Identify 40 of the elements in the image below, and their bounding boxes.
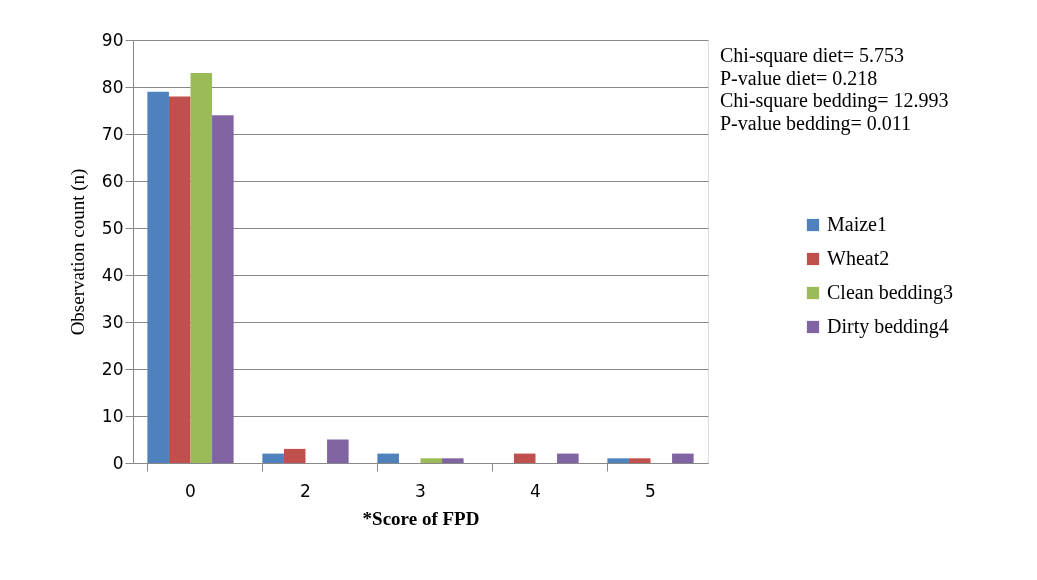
x-tick-label: 5 xyxy=(645,480,656,501)
text: P-value diet= 0.218 xyxy=(720,66,878,89)
y-tick-label: 80 xyxy=(101,76,124,97)
bar xyxy=(168,96,191,463)
bar xyxy=(420,458,443,463)
bar xyxy=(513,453,536,463)
y-tick-label: 90 xyxy=(101,29,124,50)
x-tick-label: 3 xyxy=(415,480,426,501)
text: P-value bedding= 0.011 xyxy=(720,111,912,135)
legend-label: Maize1 xyxy=(827,213,887,235)
bar xyxy=(628,458,651,463)
bar xyxy=(377,453,399,463)
bar xyxy=(283,448,306,463)
x-tick-label: 0 xyxy=(185,480,196,501)
y-tick-label: 0 xyxy=(112,452,124,473)
bar xyxy=(147,91,169,463)
y-tick-label: 50 xyxy=(101,217,124,238)
bar xyxy=(327,439,349,463)
x-tick-label: 4 xyxy=(530,480,541,501)
y-tick-label: 70 xyxy=(101,123,124,144)
y-tick-label: 20 xyxy=(101,358,124,379)
bar xyxy=(442,458,464,463)
y-tick-label: 60 xyxy=(101,170,124,191)
bar xyxy=(262,453,284,463)
x-tick-label: 2 xyxy=(300,480,311,501)
legend-label: Wheat2 xyxy=(827,247,890,269)
bar xyxy=(190,72,213,463)
x-axis-title: *Score of FPD xyxy=(362,507,480,529)
bar xyxy=(557,453,579,463)
bar xyxy=(607,458,629,463)
text: Chi-square bedding= 12.993 xyxy=(720,89,949,113)
y-axis-title: Observation count (n) xyxy=(66,168,89,336)
y-tick-label: 30 xyxy=(101,311,124,332)
y-tick-label: 40 xyxy=(101,264,124,285)
bar xyxy=(212,115,234,463)
text: Chi-square diet= 5.753 xyxy=(720,44,905,68)
y-tick-label: 10 xyxy=(101,405,124,426)
bar xyxy=(672,453,694,463)
legend-label: Dirty bedding4 xyxy=(827,315,949,338)
legend-label: Clean bedding3 xyxy=(827,281,954,304)
